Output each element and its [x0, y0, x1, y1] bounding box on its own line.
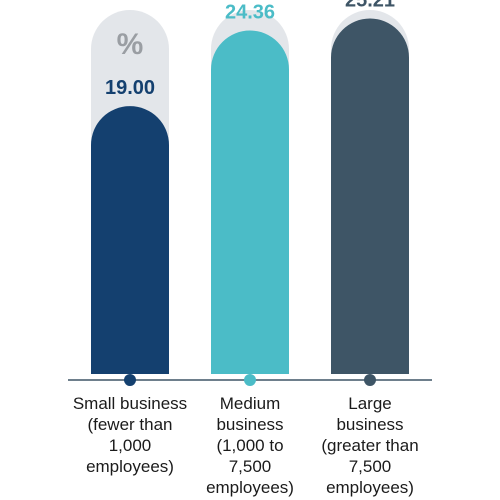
category-label-line: (1,000 to — [216, 436, 284, 455]
category-marker — [244, 374, 256, 386]
value-label: 19.00 — [105, 77, 155, 99]
category-label: Medium business (1,000 to 7,500 employees) — [180, 393, 320, 498]
category-label-line: business — [336, 415, 404, 434]
category-label-line: employees) — [206, 478, 294, 497]
category-label-line: 7,500 — [228, 457, 272, 476]
category-label-line: (fewer than — [87, 415, 173, 434]
percent-unit-label: % — [117, 28, 144, 61]
bar — [91, 106, 169, 374]
category-label: Small business (fewer than 1,000 employees) — [60, 393, 200, 477]
category-label-line: employees) — [326, 478, 414, 497]
category-marker — [124, 374, 136, 386]
category-label-line: Large — [348, 394, 392, 413]
category-label-line: business — [216, 415, 284, 434]
value-label: 25.21 — [345, 0, 395, 12]
category-label-line: (greater than — [321, 436, 419, 455]
value-label: 24.36 — [225, 2, 275, 24]
category-label-line: 1,000 — [108, 436, 152, 455]
category-label-line: Small business — [72, 394, 188, 413]
category-label-line: employees) — [86, 457, 174, 476]
bar — [211, 30, 289, 375]
category-marker — [364, 374, 376, 386]
category-label: Large business (greater than 7,500 employees… — [300, 393, 440, 498]
bar — [331, 18, 409, 374]
category-label-line: 7,500 — [348, 457, 392, 476]
category-label-line: Medium — [219, 394, 281, 413]
